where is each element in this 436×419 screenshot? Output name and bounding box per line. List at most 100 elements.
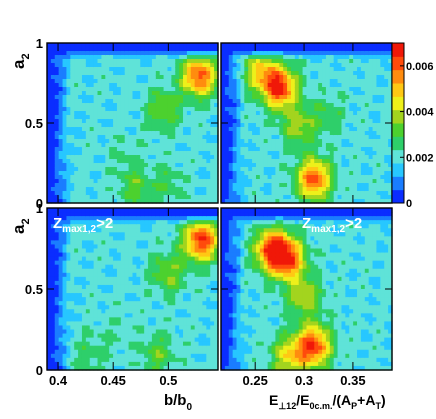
contour-cell [198, 199, 204, 204]
contour-cell [283, 123, 288, 128]
contour-cell [113, 135, 118, 140]
contour-cell [163, 159, 169, 164]
contour-cell [136, 151, 141, 156]
contour-cell [101, 99, 106, 104]
contour-cell [159, 123, 165, 128]
contour-cell [186, 191, 192, 196]
contour-cell [144, 345, 149, 351]
contour-cell [259, 139, 265, 144]
contour-cell [298, 123, 304, 128]
contour-cell [357, 99, 362, 104]
contour-cell [372, 147, 378, 152]
contour-cell [70, 236, 75, 241]
contour-cell [380, 159, 385, 164]
contour-cell [54, 333, 60, 339]
contour-cell [228, 115, 234, 120]
contour-cell [236, 131, 242, 136]
contour-cell [372, 191, 378, 196]
contour-cell [128, 115, 134, 120]
contour-cell [183, 240, 188, 246]
contour-cell [167, 228, 172, 233]
contour-cell [136, 252, 141, 258]
contour-cell [140, 317, 145, 322]
contour-cell [124, 280, 130, 286]
contour-cell [101, 325, 106, 331]
contour-cell [136, 75, 141, 80]
contour-cell [159, 127, 165, 132]
contour-cell [116, 127, 122, 132]
contour-cell [151, 317, 157, 322]
contour-cell [144, 143, 149, 148]
contour-cell [333, 95, 339, 100]
contour-cell [388, 159, 393, 164]
contour-cell [210, 159, 215, 164]
contour-cell [78, 147, 83, 152]
contour-cell [66, 83, 71, 88]
contour-cell [329, 187, 335, 192]
contour-cell [329, 111, 335, 116]
contour-cell [85, 337, 91, 343]
contour-cell [224, 87, 230, 92]
contour-cell [175, 353, 180, 359]
contour-cell [105, 159, 110, 164]
contour-cell [140, 83, 145, 88]
contour-cell [78, 59, 83, 64]
contour-cell [128, 244, 134, 250]
contour-cell [210, 71, 215, 76]
contour-cell [232, 183, 238, 188]
contour-cell [54, 353, 60, 359]
contour-cell [132, 139, 137, 144]
contour-cell [228, 135, 234, 140]
contour-cell [89, 289, 95, 294]
contour-cell [101, 309, 106, 314]
contour-cell [279, 135, 284, 140]
contour-cell [58, 361, 64, 367]
contour-cell [70, 87, 75, 92]
contour-cell [74, 59, 79, 64]
contour-cell [357, 83, 362, 88]
contour-cell [271, 71, 277, 76]
contour-cell [148, 187, 153, 192]
contour-cell [198, 111, 204, 116]
contour-cell [116, 95, 122, 100]
contour-cell [109, 268, 114, 274]
contour-cell [380, 155, 385, 160]
contour-cell [101, 83, 106, 88]
contour-cell [183, 220, 188, 225]
contour-cell [58, 51, 64, 56]
contour-cell [372, 163, 378, 168]
contour-cell [333, 43, 339, 48]
contour-cell [198, 115, 204, 120]
contour-cell [58, 179, 64, 184]
contour-cell [116, 264, 122, 270]
contour-cell [50, 293, 56, 298]
contour-cell [101, 357, 106, 363]
contour-cell [54, 51, 60, 56]
contour-cell [155, 228, 161, 233]
contour-cell [132, 301, 137, 306]
contour-cell [263, 107, 269, 112]
contour-cell [244, 163, 249, 168]
contour-cell [298, 143, 304, 148]
contour-cell [136, 212, 141, 217]
contour-cell [109, 75, 114, 80]
contour-cell [221, 123, 226, 128]
contour-cell [322, 63, 327, 68]
contour-cell [329, 131, 335, 136]
contour-cell [318, 123, 323, 128]
contour-cell [353, 87, 358, 92]
contour-cell [240, 119, 245, 124]
contour-cell [128, 293, 134, 298]
contour-cell [105, 139, 110, 144]
contour-cell [62, 115, 68, 120]
contour-cell [214, 143, 219, 148]
contour-cell [47, 187, 52, 192]
contour-cell [54, 365, 60, 371]
contour-cell [372, 143, 378, 148]
contour-cell [275, 159, 280, 164]
contour-cell [105, 220, 110, 225]
contour-cell [329, 163, 335, 168]
contour-cell [97, 341, 103, 347]
contour-cell [224, 159, 230, 164]
contour-cell [54, 321, 60, 327]
